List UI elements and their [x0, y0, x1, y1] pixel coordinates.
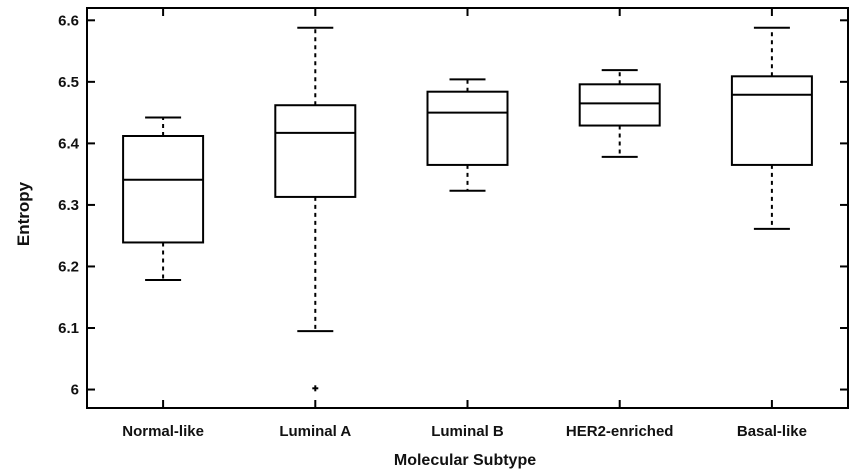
- y-tick-label: 6.4: [58, 135, 80, 152]
- x-tick-label: Normal-like: [122, 423, 204, 440]
- y-tick-label: 6.3: [58, 197, 79, 214]
- plot-area: 6 6.1 6.2 6.3 6.4 6.5 6.6 Normal-like Luminal A L…: [58, 7, 849, 440]
- x-axis-label: Molecular Subtype: [394, 452, 536, 469]
- y-tick-label: 6.6: [58, 12, 79, 29]
- x-tick-label: Luminal A: [279, 423, 351, 440]
- y-tick-label: 6.2: [58, 258, 79, 275]
- box-iqr: [426, 90, 509, 166]
- y-tick-label: 6: [71, 382, 79, 399]
- x-tick-label: HER2-enriched: [566, 423, 674, 440]
- x-tick-label: Luminal B: [431, 423, 504, 440]
- x-tick-label: Basal-like: [737, 423, 807, 440]
- y-axis-label: Entropy: [14, 181, 33, 246]
- y-tick-label: 6.5: [58, 74, 79, 91]
- box-iqr: [122, 135, 205, 244]
- box-iqr: [274, 104, 357, 198]
- y-tick-label: 6.1: [58, 320, 79, 337]
- box-iqr: [730, 75, 813, 166]
- box-iqr: [578, 83, 661, 127]
